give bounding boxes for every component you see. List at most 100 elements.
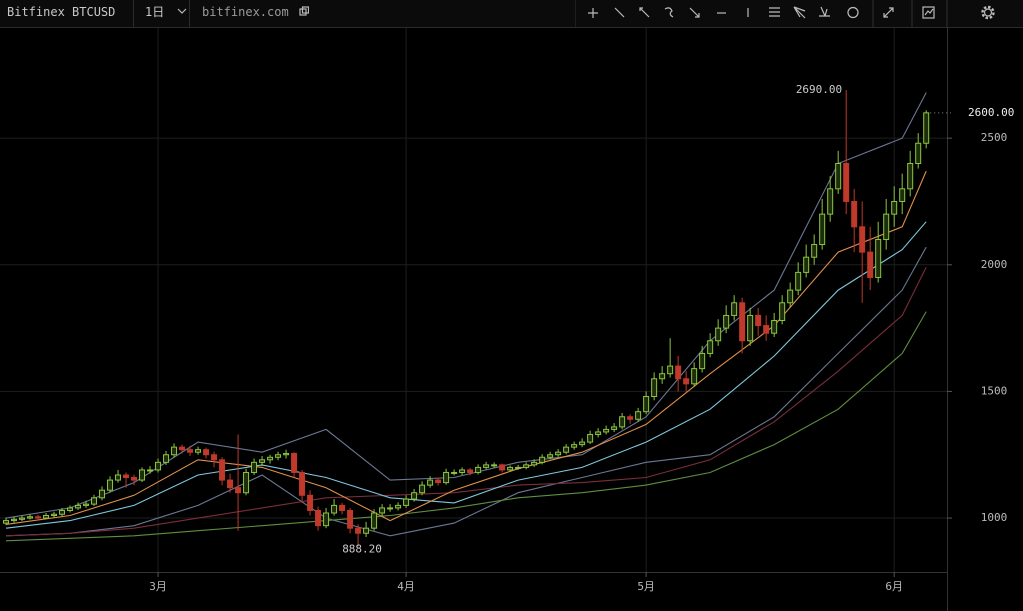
candle-body [51, 513, 58, 517]
extreme-label: 888.20 [342, 542, 382, 555]
candle-body [683, 378, 690, 385]
candle-body [659, 373, 666, 380]
candle-body [35, 516, 42, 519]
candle-body [123, 474, 130, 479]
candle-body [547, 454, 554, 458]
last-price-label: 2600.00 [968, 106, 1014, 119]
candle-body [603, 428, 610, 433]
candle-body [419, 484, 426, 494]
candle-body [355, 527, 362, 534]
candle-body [723, 314, 730, 329]
candle-body [715, 327, 722, 342]
candle-body [515, 466, 522, 469]
candle-body [59, 509, 66, 515]
candle-body [835, 162, 842, 190]
x-tick-label: 4月 [397, 580, 415, 593]
candle-body [3, 520, 10, 524]
candle-body [323, 512, 330, 527]
candle-body [635, 411, 642, 420]
popout-icon [299, 6, 310, 16]
candle-body [771, 320, 778, 334]
candle-body [875, 238, 882, 278]
candle-body [235, 487, 242, 494]
candle-body [779, 302, 786, 322]
candle-body [155, 461, 162, 471]
candle-body [619, 416, 626, 428]
toolbar: Bitfinex BTCUSD 1日 bitfinex.com [0, 0, 1023, 39]
y-tick-label: 1000 [981, 511, 1008, 524]
candle-body [467, 469, 474, 473]
candle-body [531, 461, 538, 466]
interval: 1日 [145, 5, 165, 19]
candle-body [787, 289, 794, 304]
y-tick-label: 2500 [981, 131, 1008, 144]
candle-body [379, 507, 386, 514]
candle-body [27, 516, 34, 519]
candle-body [363, 527, 370, 534]
site: bitfinex.com [202, 5, 289, 19]
chart: 1000 1500 2000 2500 3月 4月 5月 6月 2690.00 888.20 260… [0, 28, 1023, 611]
candle-body [411, 492, 418, 500]
candle-body [339, 504, 346, 511]
candle-body [483, 464, 490, 468]
candle-body [259, 459, 266, 463]
indicator-line [5, 267, 927, 537]
labels: 1000 1500 2000 2500 3月 4月 5月 6月 2690.00 888.20 260… [149, 83, 1014, 593]
candle-body [747, 314, 754, 342]
candle-body [307, 494, 314, 511]
candle-body [435, 479, 442, 484]
site-link[interactable]: bitfinex.com [190, 0, 320, 27]
candle-body [139, 469, 146, 481]
candle-body [795, 271, 802, 291]
candle-body [387, 507, 394, 510]
candle-body [211, 454, 218, 461]
candle-body [587, 433, 594, 443]
candle-body [843, 162, 850, 202]
candle-body [179, 446, 186, 451]
candle-body [395, 504, 402, 509]
candle-body [291, 452, 298, 473]
candle-body [803, 256, 810, 273]
candle-body [43, 515, 50, 519]
candle-body [571, 444, 578, 448]
chart-background [0, 28, 1023, 611]
candle-body [675, 365, 682, 380]
candle-body [115, 474, 122, 481]
candle-body [907, 162, 914, 190]
candle-body [643, 395, 650, 413]
x-tick-label: 5月 [637, 580, 655, 593]
candle-body [107, 479, 114, 491]
candle-body [243, 471, 250, 494]
candle-body [475, 466, 482, 473]
candle-body [811, 244, 818, 258]
candle-body [187, 449, 194, 453]
candle-body [67, 507, 74, 511]
candle-body [755, 314, 762, 327]
candle-body [867, 251, 874, 278]
symbol-selector[interactable]: Bitfinex BTCUSD [0, 0, 134, 39]
y-tick-label: 2000 [981, 258, 1008, 271]
interval-selector[interactable]: 1日 [134, 0, 190, 27]
candle-body [459, 469, 466, 473]
candle-body [915, 142, 922, 164]
candle-body [651, 378, 658, 397]
candle-body [891, 200, 898, 215]
candle-body [275, 454, 282, 458]
candle-body [451, 471, 458, 474]
candle-body [347, 509, 354, 529]
indicator-line [5, 246, 927, 537]
candles [3, 90, 930, 547]
extreme-label: 2690.00 [796, 83, 842, 96]
candle-body [219, 459, 226, 481]
candle-body [267, 456, 274, 461]
candle-body [851, 200, 858, 228]
indicator-line [5, 221, 927, 529]
candle-body [731, 302, 738, 316]
y-tick-label: 1500 [981, 384, 1008, 397]
indicator-line [5, 311, 927, 542]
symbol: Bitfinex BTCUSD [7, 5, 116, 19]
candle-body [691, 368, 698, 385]
candle-body [283, 452, 290, 456]
drawing-tools[interactable] [575, 0, 1023, 27]
candle-body [443, 471, 450, 484]
